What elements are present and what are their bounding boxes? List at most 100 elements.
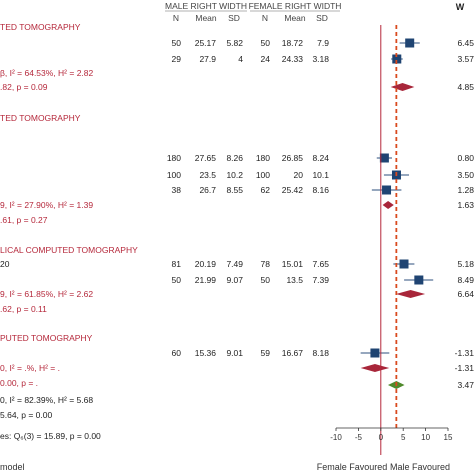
pooled-estimate-label: 4.85: [457, 82, 474, 92]
female-sd: 3.18: [312, 54, 329, 64]
female-n: 59: [261, 348, 271, 358]
male-mean: 23.5: [199, 170, 216, 180]
study-square: [379, 153, 389, 163]
male-mean: 27.65: [195, 153, 217, 163]
forest-marks: [360, 38, 434, 389]
male-mean: 20.19: [195, 259, 217, 269]
x-tick-label: -5: [355, 433, 363, 442]
col-mean-female: Mean: [284, 13, 306, 23]
male-group-header: MALE RIGHT WIDTH: [165, 1, 247, 11]
male-mean: 21.99: [195, 275, 217, 285]
female-n: 100: [256, 170, 270, 180]
x-tick-label: 0: [379, 433, 384, 442]
x-tick-label: 10: [421, 433, 430, 442]
male-sd: 8.26: [226, 153, 243, 163]
col-sd-male: SD: [228, 13, 240, 23]
male-n: 100: [167, 170, 181, 180]
bottom-left-label: model: [0, 462, 25, 472]
male-sd: 7.49: [226, 259, 243, 269]
effect-estimate-label: 8.49: [457, 275, 474, 285]
male-n: 29: [172, 54, 182, 64]
study-square: [392, 54, 402, 64]
subgroup-test: .61, p = 0.27: [0, 215, 48, 225]
effect-estimate-label: 3.50: [457, 170, 474, 180]
male-sd: 10.2: [226, 170, 243, 180]
study-square: [382, 185, 392, 195]
study-label: 20: [0, 259, 10, 269]
male-mean: 26.7: [199, 185, 216, 195]
heterogeneity-stats: 0, I² = .%, H² = .: [0, 363, 60, 373]
col-mean-male: Mean: [195, 13, 217, 23]
x-tick-label: 15: [444, 433, 453, 442]
male-n: 50: [172, 38, 182, 48]
female-mean: 26.85: [282, 153, 304, 163]
female-n: 24: [261, 54, 271, 64]
female-sd: 10.1: [312, 170, 329, 180]
col-sd-female: SD: [316, 13, 328, 23]
female-n: 78: [261, 259, 271, 269]
female-mean: 20: [294, 170, 304, 180]
male-n: 38: [172, 185, 182, 195]
pooled-diamond: [382, 201, 394, 209]
male-sd: 8.55: [226, 185, 243, 195]
between-group-test: es: Q₆(3) = 15.89, p = 0.00: [0, 431, 101, 441]
effect-estimate-label: 0.80: [457, 153, 474, 163]
female-mean: 16.67: [282, 348, 304, 358]
female-mean: 25.42: [282, 185, 304, 195]
subgroup-header: LICAL COMPUTED TOMOGRAPHY: [0, 245, 138, 255]
female-sd: 7.65: [312, 259, 329, 269]
subgroup-test: .82, p = 0.09: [0, 82, 48, 92]
col-n-male: N: [173, 13, 179, 23]
effect-estimate-label: -1.31: [455, 348, 474, 358]
subgroup-test: .62, p = 0.11: [0, 304, 47, 314]
x-axis: -10 -5 0 5 10 15: [330, 25, 453, 455]
subgroup-header: TED TOMOGRAPHY: [0, 113, 81, 123]
overall-test: 5.64, p = 0.00: [0, 410, 52, 420]
male-mean: 27.9: [199, 54, 216, 64]
subgroup-header: TED TOMOGRAPHY: [0, 22, 81, 32]
effect-estimate-label: 3.57: [457, 54, 474, 64]
study-square: [414, 275, 424, 285]
female-favoured-label: Female Favoured: [317, 462, 388, 472]
male-mean: 15.36: [195, 348, 217, 358]
female-sd: 8.16: [312, 185, 329, 195]
pooled-estimate-label: -1.31: [455, 363, 474, 373]
effect-estimate-label: 6.45: [457, 38, 474, 48]
female-sd: 8.24: [312, 153, 329, 163]
pooled-diamond: [360, 364, 390, 372]
female-mean: 24.33: [282, 54, 304, 64]
male-sd: 4: [238, 54, 243, 64]
pooled-estimate-label: 6.64: [457, 289, 474, 299]
overall-estimate-label: 3.47: [457, 380, 474, 390]
pooled-estimate-label: 1.63: [457, 200, 474, 210]
study-square: [399, 259, 409, 269]
effect-estimate-label: 1.28: [457, 185, 474, 195]
heterogeneity-stats: 9, I² = 27.90%, H² = 1.39: [0, 200, 93, 210]
female-sd: 7.9: [317, 38, 329, 48]
male-mean: 25.17: [195, 38, 217, 48]
female-mean: 15.01: [282, 259, 304, 269]
col-effect: W: [456, 2, 465, 12]
female-sd: 8.18: [312, 348, 329, 358]
female-mean: 18.72: [282, 38, 304, 48]
female-n: 50: [261, 275, 271, 285]
male-sd: 5.82: [226, 38, 243, 48]
study-square: [370, 348, 380, 358]
study-square: [405, 38, 415, 48]
heterogeneity-stats: 9, I² = 61.85%, H² = 2.62: [0, 289, 93, 299]
male-sd: 9.07: [226, 275, 243, 285]
col-n-female: N: [262, 13, 268, 23]
female-group-header: FEMALE RIGHT WIDTH: [249, 1, 342, 11]
pooled-diamond: [390, 83, 415, 91]
pooled-diamond: [396, 290, 426, 298]
female-n: 62: [261, 185, 271, 195]
effect-estimate-label: 5.18: [457, 259, 474, 269]
male-n: 81: [172, 259, 182, 269]
overall-heterogeneity: 0, I² = 82.39%, H² = 5.68: [0, 395, 93, 405]
subgroup-header: PUTED TOMOGRAPHY: [0, 333, 93, 343]
female-mean: 13.5: [286, 275, 303, 285]
x-tick-label: 5: [401, 433, 406, 442]
male-n: 60: [172, 348, 182, 358]
